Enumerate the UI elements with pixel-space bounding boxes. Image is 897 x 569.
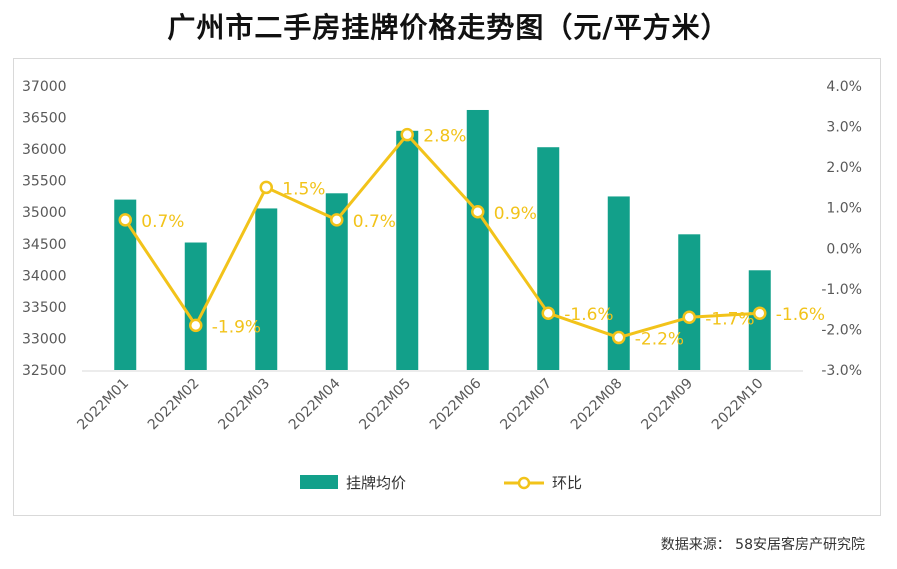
- bar-2022M09: [678, 234, 701, 370]
- bar-2022M01: [114, 199, 137, 370]
- mom-data-label: -2.2%: [635, 330, 684, 350]
- x-tick-label: 2022M05: [356, 376, 414, 434]
- right-axis-tick: -1.0%: [821, 282, 862, 298]
- mom-data-label: -1.7%: [705, 309, 754, 329]
- left-axis-tick: 33000: [22, 331, 67, 347]
- x-tick-label: 2022M03: [215, 376, 273, 434]
- right-axis-tick: 1.0%: [826, 201, 862, 217]
- mom-point-2022M10: [753, 306, 767, 320]
- left-axis-tick: 34000: [22, 268, 67, 284]
- x-tick-label: 2022M01: [74, 376, 132, 434]
- x-tick-label: 2022M02: [145, 376, 203, 434]
- x-tick-label: 2022M06: [427, 375, 485, 433]
- left-axis-tick: 33500: [22, 300, 67, 316]
- x-tick-label: 2022M04: [286, 375, 344, 433]
- bar-2022M03: [255, 208, 278, 370]
- right-axis-tick: 0.0%: [826, 241, 862, 257]
- bar-2022M02: [184, 242, 207, 370]
- mom-point-2022M04: [330, 213, 344, 227]
- left-axis-tick: 37000: [22, 79, 67, 95]
- mom-point-2022M01: [118, 213, 132, 227]
- bar-2022M08: [607, 196, 630, 370]
- bar-2022M06: [466, 109, 489, 370]
- bar-2022M07: [537, 147, 560, 370]
- right-axis-tick: 4.0%: [826, 79, 862, 95]
- data-source: 数据来源： 58安居客房产研究院: [660, 537, 865, 553]
- left-axis-tick: 35500: [22, 174, 67, 190]
- mom-line: [124, 133, 760, 340]
- left-axis-tick: 35000: [22, 205, 67, 221]
- mom-point-2022M02: [189, 318, 203, 333]
- mom-data-label: -1.6%: [776, 305, 825, 325]
- x-tick-label: 2022M08: [568, 376, 626, 434]
- legend-line-label: 环比: [552, 474, 582, 492]
- right-axis-tick: -3.0%: [821, 363, 862, 379]
- mom-data-label: -1.6%: [564, 305, 613, 325]
- mom-point-2022M05: [400, 127, 414, 142]
- legend-bar-swatch: [300, 475, 338, 489]
- mom-data-label: 1.5%: [282, 179, 325, 199]
- chart-frame: [13, 58, 881, 516]
- bar-2022M10: [748, 270, 771, 370]
- x-tick-label: 2022M07: [497, 376, 555, 434]
- x-tick-label: 2022M10: [709, 376, 767, 434]
- mom-point-2022M09: [682, 310, 696, 325]
- mom-point-2022M06: [471, 205, 485, 219]
- mom-data-label: 0.7%: [141, 212, 184, 232]
- mom-point-2022M07: [541, 306, 555, 320]
- right-axis-tick: -2.0%: [821, 322, 862, 338]
- left-axis-tick: 36000: [22, 142, 67, 158]
- mom-point-2022M08: [612, 330, 626, 345]
- legend-bar-label: 挂牌均价: [346, 474, 406, 492]
- mom-data-label: 0.9%: [494, 204, 537, 224]
- legend-line-marker: [517, 476, 531, 490]
- left-axis-tick: 36500: [22, 111, 67, 127]
- chart-title: 广州市二手房挂牌价格走势图（元/平方米）: [167, 11, 730, 44]
- left-axis-tick: 34500: [22, 237, 67, 253]
- bar-2022M05: [396, 130, 419, 370]
- mom-data-label: -1.9%: [212, 317, 261, 337]
- bar-2022M04: [325, 193, 348, 370]
- left-axis-tick: 32500: [22, 363, 67, 379]
- right-axis-tick: 2.0%: [826, 160, 862, 176]
- mom-point-2022M03: [259, 180, 273, 195]
- right-axis-tick: 3.0%: [826, 120, 862, 136]
- mom-data-label: 0.7%: [353, 212, 396, 232]
- x-tick-label: 2022M09: [638, 376, 696, 434]
- mom-data-label: 2.8%: [423, 127, 466, 147]
